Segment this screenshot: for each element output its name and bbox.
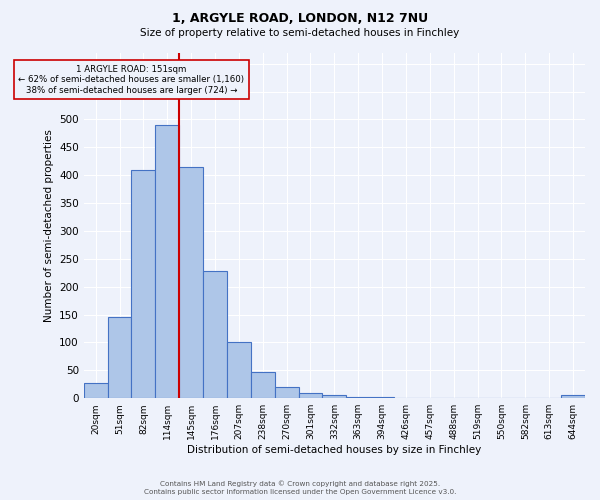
Bar xyxy=(251,372,275,398)
Bar xyxy=(370,397,394,398)
Bar xyxy=(203,271,227,398)
Bar xyxy=(227,342,251,398)
Text: Size of property relative to semi-detached houses in Finchley: Size of property relative to semi-detach… xyxy=(140,28,460,38)
Text: 1, ARGYLE ROAD, LONDON, N12 7NU: 1, ARGYLE ROAD, LONDON, N12 7NU xyxy=(172,12,428,26)
Bar xyxy=(84,382,107,398)
Bar xyxy=(346,396,370,398)
Text: Contains HM Land Registry data © Crown copyright and database right 2025.
Contai: Contains HM Land Registry data © Crown c… xyxy=(144,480,456,495)
Bar xyxy=(299,392,322,398)
Y-axis label: Number of semi-detached properties: Number of semi-detached properties xyxy=(44,129,53,322)
X-axis label: Distribution of semi-detached houses by size in Finchley: Distribution of semi-detached houses by … xyxy=(187,445,481,455)
Text: 1 ARGYLE ROAD: 151sqm
← 62% of semi-detached houses are smaller (1,160)
38% of s: 1 ARGYLE ROAD: 151sqm ← 62% of semi-deta… xyxy=(19,65,244,94)
Bar xyxy=(179,167,203,398)
Bar xyxy=(155,125,179,398)
Bar xyxy=(561,396,585,398)
Bar xyxy=(275,387,299,398)
Bar xyxy=(322,396,346,398)
Bar xyxy=(131,170,155,398)
Bar xyxy=(107,318,131,398)
